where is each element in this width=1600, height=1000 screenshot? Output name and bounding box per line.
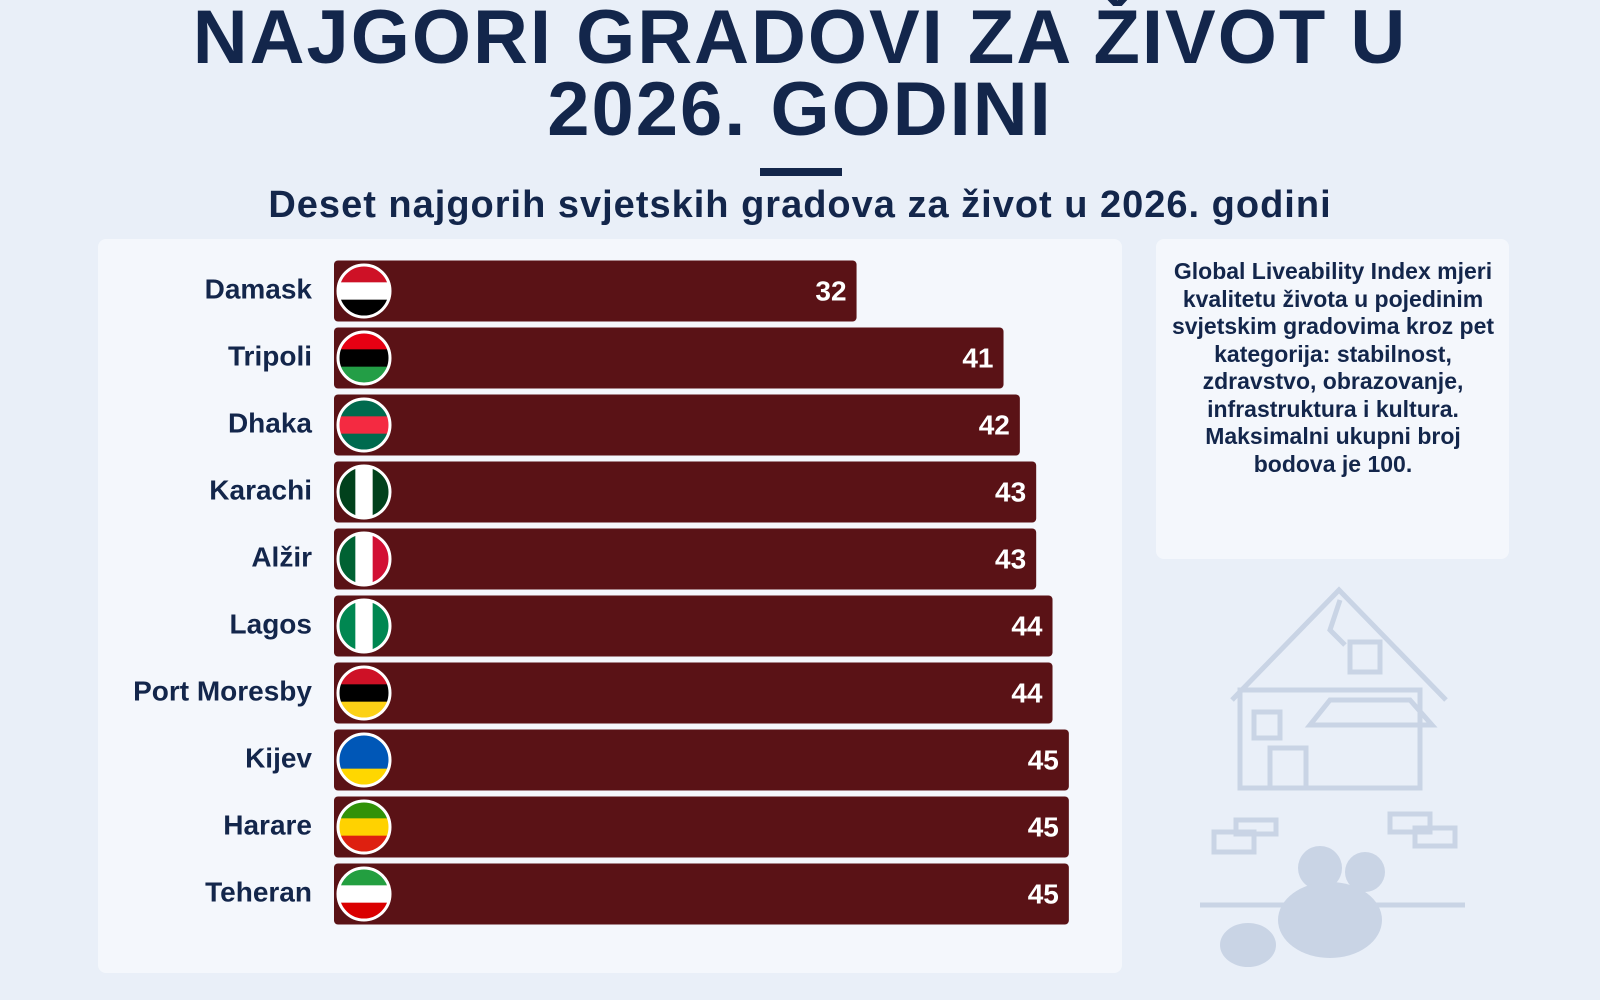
bar: [334, 327, 1004, 389]
flag-ring: [336, 531, 392, 587]
flag-stripe: [355, 600, 374, 652]
flag-ring: [336, 866, 392, 922]
flag-stripe: [338, 349, 390, 368]
flag-stripe: [338, 818, 390, 837]
title-underline: [760, 168, 842, 176]
people-illustration: [1220, 846, 1385, 967]
flag-stripe: [338, 684, 390, 703]
category-label: Harare: [223, 809, 312, 840]
flag-ring: [336, 263, 392, 319]
value-label: 42: [979, 409, 1010, 440]
category-label: Tripoli: [228, 340, 312, 371]
chart-subtitle: Deset najgorih svjetskih gradova za živo…: [268, 184, 1332, 226]
category-label: Alžir: [251, 541, 312, 572]
bar: [334, 461, 1037, 523]
note-panel: [1156, 239, 1509, 559]
flag-ring: [336, 397, 392, 453]
value-label: 41: [962, 342, 993, 373]
value-label: 45: [1028, 811, 1059, 842]
bar: [334, 796, 1069, 858]
flag-ring: [336, 799, 392, 855]
value-label: 44: [1011, 677, 1043, 708]
value-label: 32: [815, 275, 846, 306]
bar: [334, 729, 1069, 791]
bar: [334, 863, 1069, 925]
note-text: Global Liveability Index mjeri kvalitetu…: [1171, 258, 1495, 477]
flag-ring: [336, 665, 392, 721]
category-label: Karachi: [209, 474, 312, 505]
bar: [334, 260, 857, 322]
flag-stripe: [355, 466, 374, 518]
flag-stripe: [338, 282, 390, 301]
bar: [334, 595, 1053, 657]
value-label: 44: [1011, 610, 1043, 641]
house-illustration: [1200, 586, 1465, 908]
flag-stripe: [338, 416, 390, 435]
flag-stripe: [355, 533, 374, 585]
category-label: Lagos: [230, 608, 312, 639]
chart-title: NAJGORI GRADOVI ZA ŽIVOT U 2026. GODINI: [192, 0, 1408, 152]
flag-stripe: [338, 751, 390, 770]
value-label: 45: [1028, 878, 1059, 909]
flag-ring: [336, 464, 392, 520]
value-label: 43: [995, 476, 1026, 507]
flag-ring: [336, 330, 392, 386]
bar: [334, 662, 1053, 724]
value-label: 43: [995, 543, 1026, 574]
flag-ring: [336, 598, 392, 654]
category-label: Port Moresby: [133, 675, 312, 706]
category-label: Dhaka: [228, 407, 312, 438]
category-label: Damask: [205, 273, 313, 304]
flag-ring: [336, 732, 392, 788]
flag-stripe: [338, 885, 390, 904]
value-label: 45: [1028, 744, 1059, 775]
category-label: Teheran: [205, 876, 312, 907]
bar: [334, 528, 1037, 590]
category-label: Kijev: [245, 742, 312, 773]
bar: [334, 394, 1020, 456]
